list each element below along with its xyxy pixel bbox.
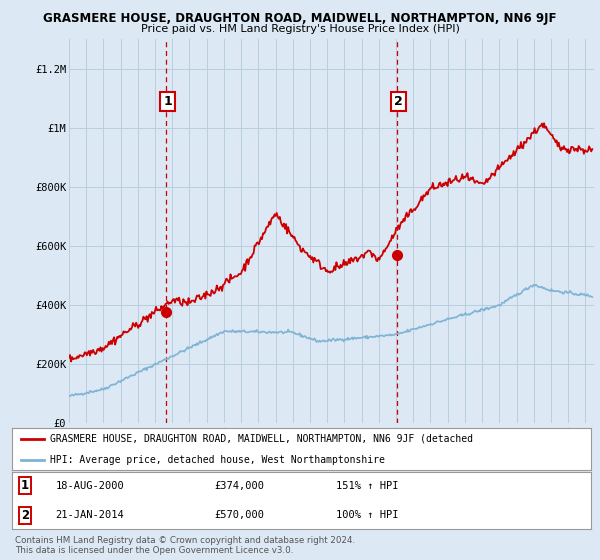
- Text: Contains HM Land Registry data © Crown copyright and database right 2024.
This d: Contains HM Land Registry data © Crown c…: [15, 536, 355, 556]
- Text: £374,000: £374,000: [215, 481, 265, 491]
- Text: 21-JAN-2014: 21-JAN-2014: [55, 511, 124, 520]
- Text: 2: 2: [394, 95, 403, 108]
- Text: 1: 1: [163, 95, 172, 108]
- Text: 151% ↑ HPI: 151% ↑ HPI: [336, 481, 399, 491]
- Text: GRASMERE HOUSE, DRAUGHTON ROAD, MAIDWELL, NORTHAMPTON, NN6 9JF (detached: GRASMERE HOUSE, DRAUGHTON ROAD, MAIDWELL…: [50, 434, 473, 444]
- Text: 100% ↑ HPI: 100% ↑ HPI: [336, 511, 399, 520]
- Text: 18-AUG-2000: 18-AUG-2000: [55, 481, 124, 491]
- Text: 1: 1: [20, 479, 29, 492]
- Text: £570,000: £570,000: [215, 511, 265, 520]
- Text: Price paid vs. HM Land Registry's House Price Index (HPI): Price paid vs. HM Land Registry's House …: [140, 24, 460, 34]
- Text: HPI: Average price, detached house, West Northamptonshire: HPI: Average price, detached house, West…: [50, 455, 385, 465]
- Text: GRASMERE HOUSE, DRAUGHTON ROAD, MAIDWELL, NORTHAMPTON, NN6 9JF: GRASMERE HOUSE, DRAUGHTON ROAD, MAIDWELL…: [43, 12, 557, 25]
- Text: 2: 2: [20, 509, 29, 522]
